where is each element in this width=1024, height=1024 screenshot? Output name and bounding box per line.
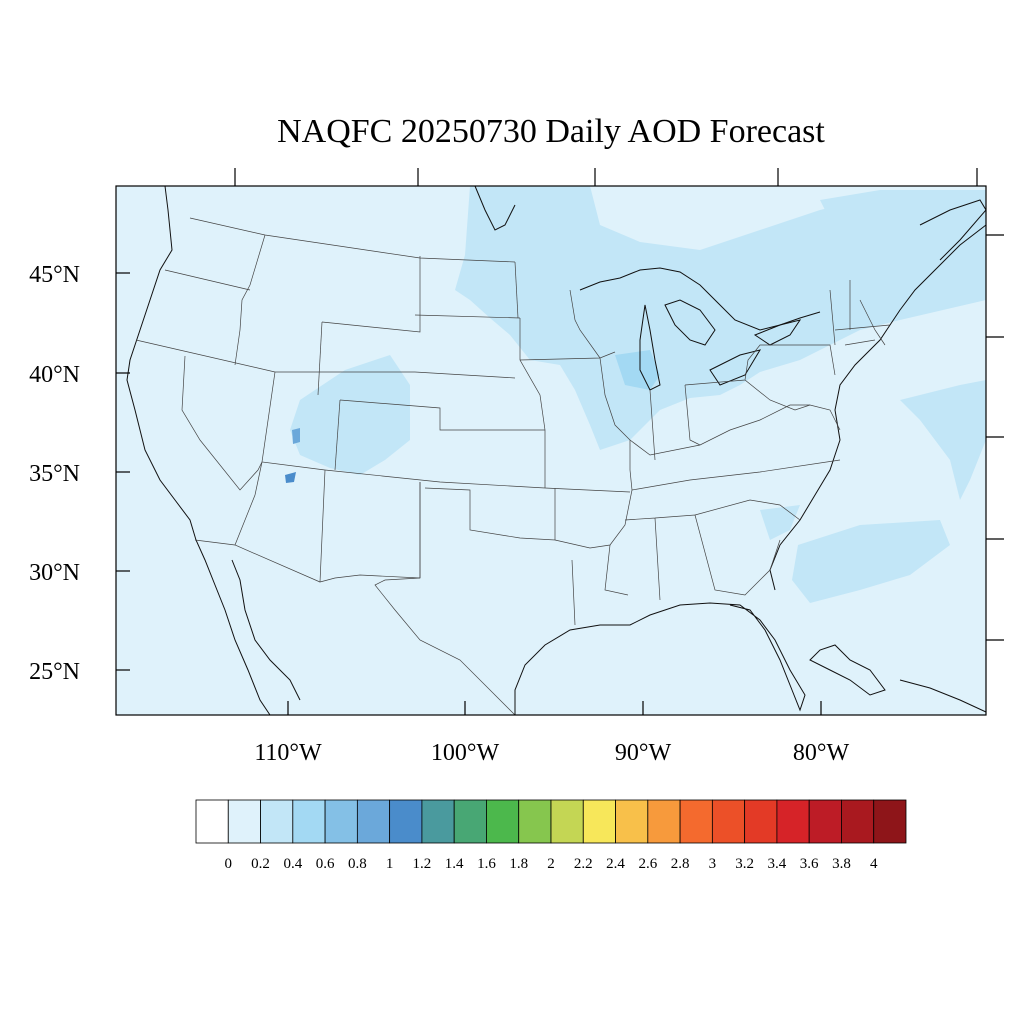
- map-panel: 45°N 40°N 35°N 30°N 25°N 110°W 100°W 90°…: [29, 168, 1004, 766]
- colorbar-label: 2.2: [574, 856, 593, 872]
- colorbar-label: 3.6: [800, 856, 819, 872]
- colorbar-swatch: [486, 799, 520, 844]
- colorbar-label: 4: [870, 856, 878, 872]
- colorbar-swatch: [453, 799, 487, 844]
- aod-plume-new-england: [820, 190, 986, 330]
- aod-plume-utah: [292, 428, 300, 444]
- lon-tick-label: 110°W: [254, 740, 322, 766]
- colorbar-swatch: [356, 799, 391, 844]
- map-frame: [115, 185, 987, 716]
- lon-tick-label: 80°W: [793, 740, 850, 766]
- state-boundaries: [135, 217, 891, 716]
- lat-tick-label: 25°N: [29, 659, 80, 685]
- figure-title: NAQFC 20250730 Daily AOD Forecast: [277, 113, 825, 150]
- colorbar-label: 3: [709, 856, 717, 872]
- colorbar-swatch: [744, 799, 778, 844]
- colorbar-label: 0.4: [283, 856, 302, 872]
- coastlines: [126, 185, 987, 716]
- colorbar-swatch: [776, 799, 810, 844]
- colorbar-label: 3.4: [768, 856, 787, 872]
- colorbar-label: 2.4: [606, 856, 625, 872]
- lat-tick-label: 40°N: [29, 362, 80, 388]
- colorbar-label: 2: [547, 856, 555, 872]
- colorbar-label: 2.8: [671, 856, 690, 872]
- colorbar-swatch: [324, 799, 358, 844]
- colorbar-label: 1.4: [445, 856, 464, 872]
- colorbar-swatch: [711, 799, 746, 844]
- colorbar-label: 0.6: [316, 856, 335, 872]
- aod-plume-atlantic-east: [900, 380, 986, 500]
- colorbar-label: 0.2: [251, 856, 270, 872]
- colorbar-label: 3.2: [735, 856, 754, 872]
- colorbar-swatch: [582, 799, 616, 844]
- lon-tick-label: 90°W: [615, 740, 672, 766]
- colorbar-swatch: [808, 799, 842, 844]
- colorbar-swatch: [518, 799, 552, 844]
- colorbar-swatch: [227, 799, 261, 844]
- colorbar-swatch: [260, 799, 294, 844]
- colorbar-swatch: [647, 799, 681, 844]
- colorbar-swatch: [679, 799, 713, 844]
- lat-tick-label: 35°N: [29, 461, 80, 487]
- colorbar-swatch: [841, 799, 875, 844]
- colorbar-label: 1.8: [509, 856, 528, 872]
- colorbar-label: 1: [386, 856, 394, 872]
- colorbar-label: 3.8: [832, 856, 851, 872]
- aod-contour-layer: [285, 186, 986, 603]
- lat-tick-label: 45°N: [29, 262, 80, 288]
- colorbar-swatch: [550, 799, 584, 844]
- colorbar-swatch: [421, 799, 455, 844]
- colorbar-swatch: [389, 799, 423, 844]
- aod-plume-rockies: [290, 355, 410, 475]
- aod-plume-southeast: [760, 505, 800, 540]
- colorbar-label: 1.2: [413, 856, 432, 872]
- lat-tick-label: 30°N: [29, 560, 80, 586]
- colorbar-label: 0: [225, 856, 233, 872]
- lon-tick-label: 100°W: [431, 740, 500, 766]
- colorbar-swatch: [873, 799, 907, 844]
- aod-plume-lake-michigan: [615, 350, 660, 390]
- colorbar-label: 2.6: [638, 856, 657, 872]
- aod-plume-atlantic: [792, 520, 950, 603]
- colorbar-swatch: [615, 799, 649, 844]
- colorbar: 0 0.2 0.4 0.6 0.8 1 1.2 1.4 1.6 1.8 2 2.2 2.4 2.6 2.8 3…: [195, 799, 907, 872]
- colorbar-label: 1.6: [477, 856, 496, 872]
- colorbar-label: 0.8: [348, 856, 367, 872]
- map-tick-marks: [116, 168, 1004, 715]
- colorbar-swatch: [292, 799, 326, 844]
- colorbar-swatch: [195, 799, 229, 844]
- aod-plume-arizona: [285, 472, 296, 483]
